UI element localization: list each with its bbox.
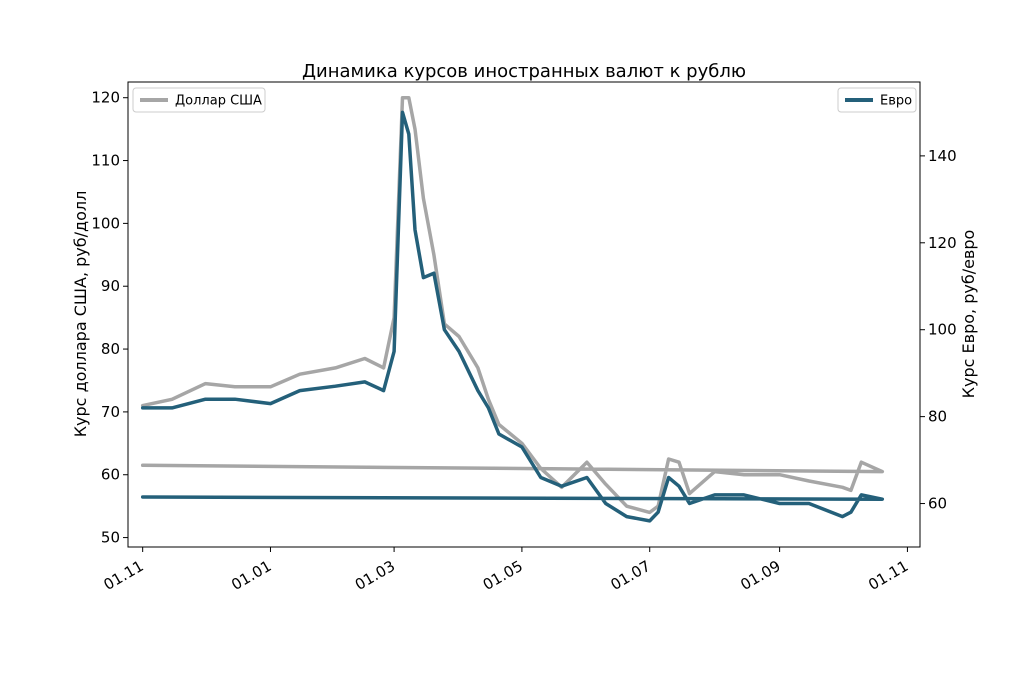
- y-left-tick-label: 110: [91, 152, 120, 170]
- x-tick-label: 01.11: [865, 557, 911, 594]
- y-left-tick-label: 100: [91, 214, 120, 232]
- y-right-tick-label: 120: [928, 234, 957, 252]
- legend-eur-label: Евро: [880, 94, 912, 109]
- y-left-tick-label: 70: [101, 403, 120, 421]
- y-right-tick-label: 60: [928, 495, 947, 513]
- x-tick-label: 01.03: [352, 557, 398, 594]
- y-right-tick-label: 80: [928, 408, 947, 426]
- y-axis-right: 60 80 100 120 140: [920, 147, 957, 513]
- chart-title: Динамика курсов иностранных валют к рубл…: [302, 61, 746, 82]
- x-axis: 01.11 01.01 01.03 01.05 01.07 01.09 01.11: [100, 547, 911, 594]
- series-lines: [140, 95, 885, 523]
- y-axis-left-label: Курс доллара США, руб/долл: [71, 191, 90, 438]
- legend-usd-label: Доллар США: [175, 94, 262, 109]
- legend-usd: Доллар США: [132, 87, 266, 113]
- series-usd-line: [140, 95, 885, 515]
- series-eur-line: [140, 110, 885, 523]
- x-tick-label: 01.07: [608, 557, 654, 594]
- x-tick-label: 01.11: [100, 557, 146, 594]
- y-axis-right-label: Курс Евро, руб/евро: [959, 230, 978, 399]
- y-right-tick-label: 140: [928, 147, 957, 165]
- x-tick-label: 01.01: [228, 557, 274, 594]
- y-left-tick-label: 80: [101, 340, 120, 358]
- plot-area: [127, 81, 921, 548]
- x-tick-label: 01.05: [480, 557, 526, 594]
- y-axis-left: 50 60 70 80 90 100 110 120: [91, 89, 128, 547]
- y-right-tick-label: 100: [928, 321, 957, 339]
- y-left-tick-label: 50: [101, 529, 120, 547]
- y-left-tick-label: 60: [101, 466, 120, 484]
- y-left-tick-label: 90: [101, 277, 120, 295]
- x-tick-label: 01.09: [737, 557, 783, 594]
- y-left-tick-label: 120: [91, 89, 120, 107]
- legend-eur: Евро: [837, 87, 917, 113]
